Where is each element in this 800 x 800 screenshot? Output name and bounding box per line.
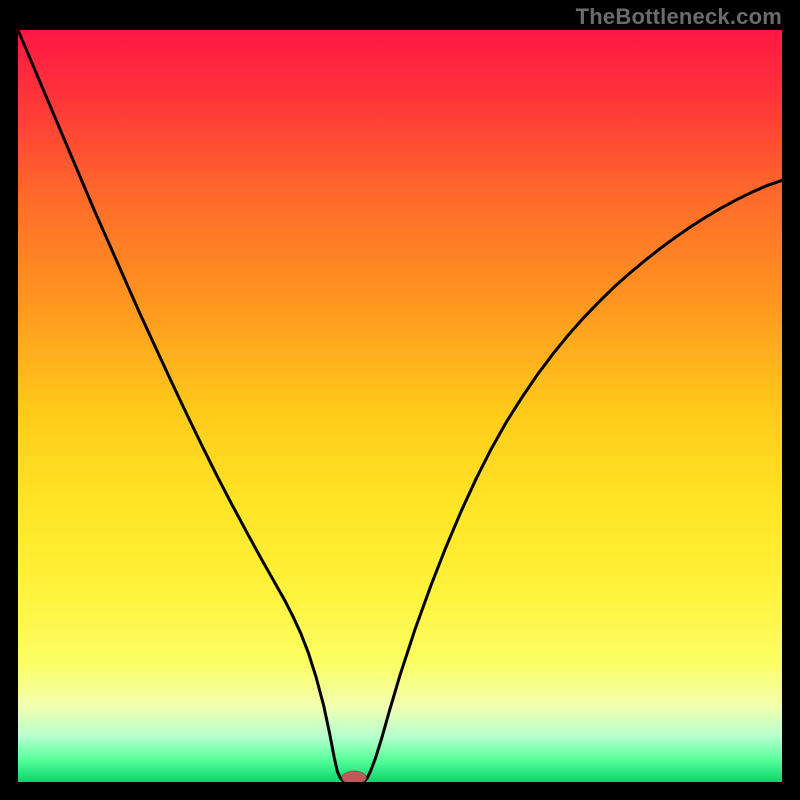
watermark-text: TheBottleneck.com bbox=[576, 4, 782, 30]
chart-frame: TheBottleneck.com bbox=[0, 0, 800, 800]
plot-area bbox=[18, 30, 782, 782]
gradient-background bbox=[18, 30, 782, 782]
plot-svg bbox=[18, 30, 782, 782]
optimum-marker bbox=[342, 771, 366, 782]
